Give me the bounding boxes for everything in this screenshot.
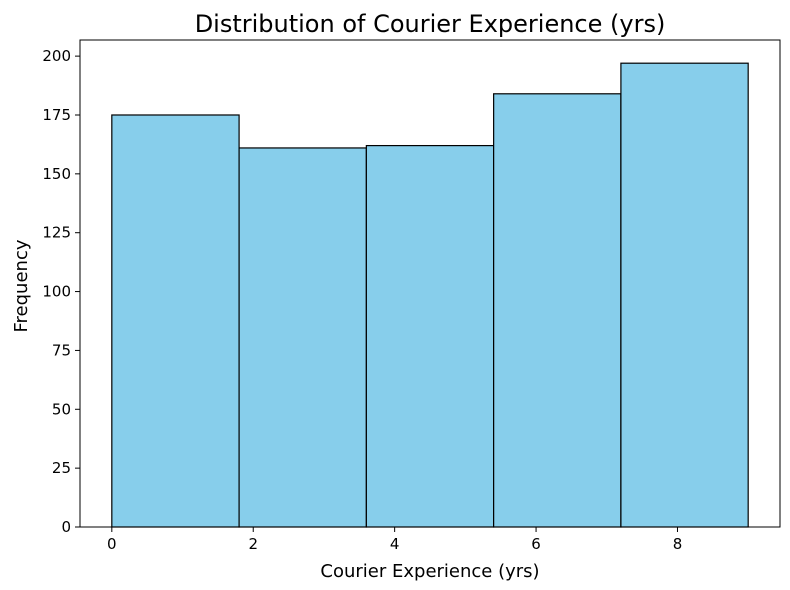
bar-5	[620, 62, 749, 528]
y-tick-label: 75	[52, 341, 71, 359]
y-tick-label: 125	[42, 224, 71, 242]
y-tick-label: 50	[52, 400, 71, 418]
bar-1	[111, 114, 240, 528]
x-tick-label: 4	[390, 535, 400, 553]
bars-group	[111, 62, 749, 528]
x-tick-label: 0	[107, 535, 117, 553]
bar-3	[365, 144, 495, 528]
x-tick-label: 2	[248, 535, 258, 553]
x-axis-label: Courier Experience (yrs)	[320, 561, 539, 582]
y-tick-label: 200	[42, 47, 71, 65]
bar-4	[493, 93, 622, 528]
bar-2	[238, 147, 367, 528]
y-tick-label: 150	[42, 165, 71, 183]
chart-title: Distribution of Courier Experience (yrs)	[195, 10, 666, 38]
plot-frame	[79, 39, 781, 528]
y-axis-ticks: 0 25 50 75 100 125 150 175 200	[42, 47, 80, 536]
y-axis-label: Frequency	[11, 239, 32, 332]
y-tick-label: 25	[52, 459, 71, 477]
x-tick-label: 6	[531, 535, 541, 553]
y-tick-label: 100	[42, 283, 71, 301]
y-tick-label: 175	[42, 106, 71, 124]
y-tick-label: 0	[61, 518, 71, 536]
x-axis-ticks: 0 2 4 6 8	[107, 527, 682, 553]
x-tick-label: 8	[673, 535, 683, 553]
